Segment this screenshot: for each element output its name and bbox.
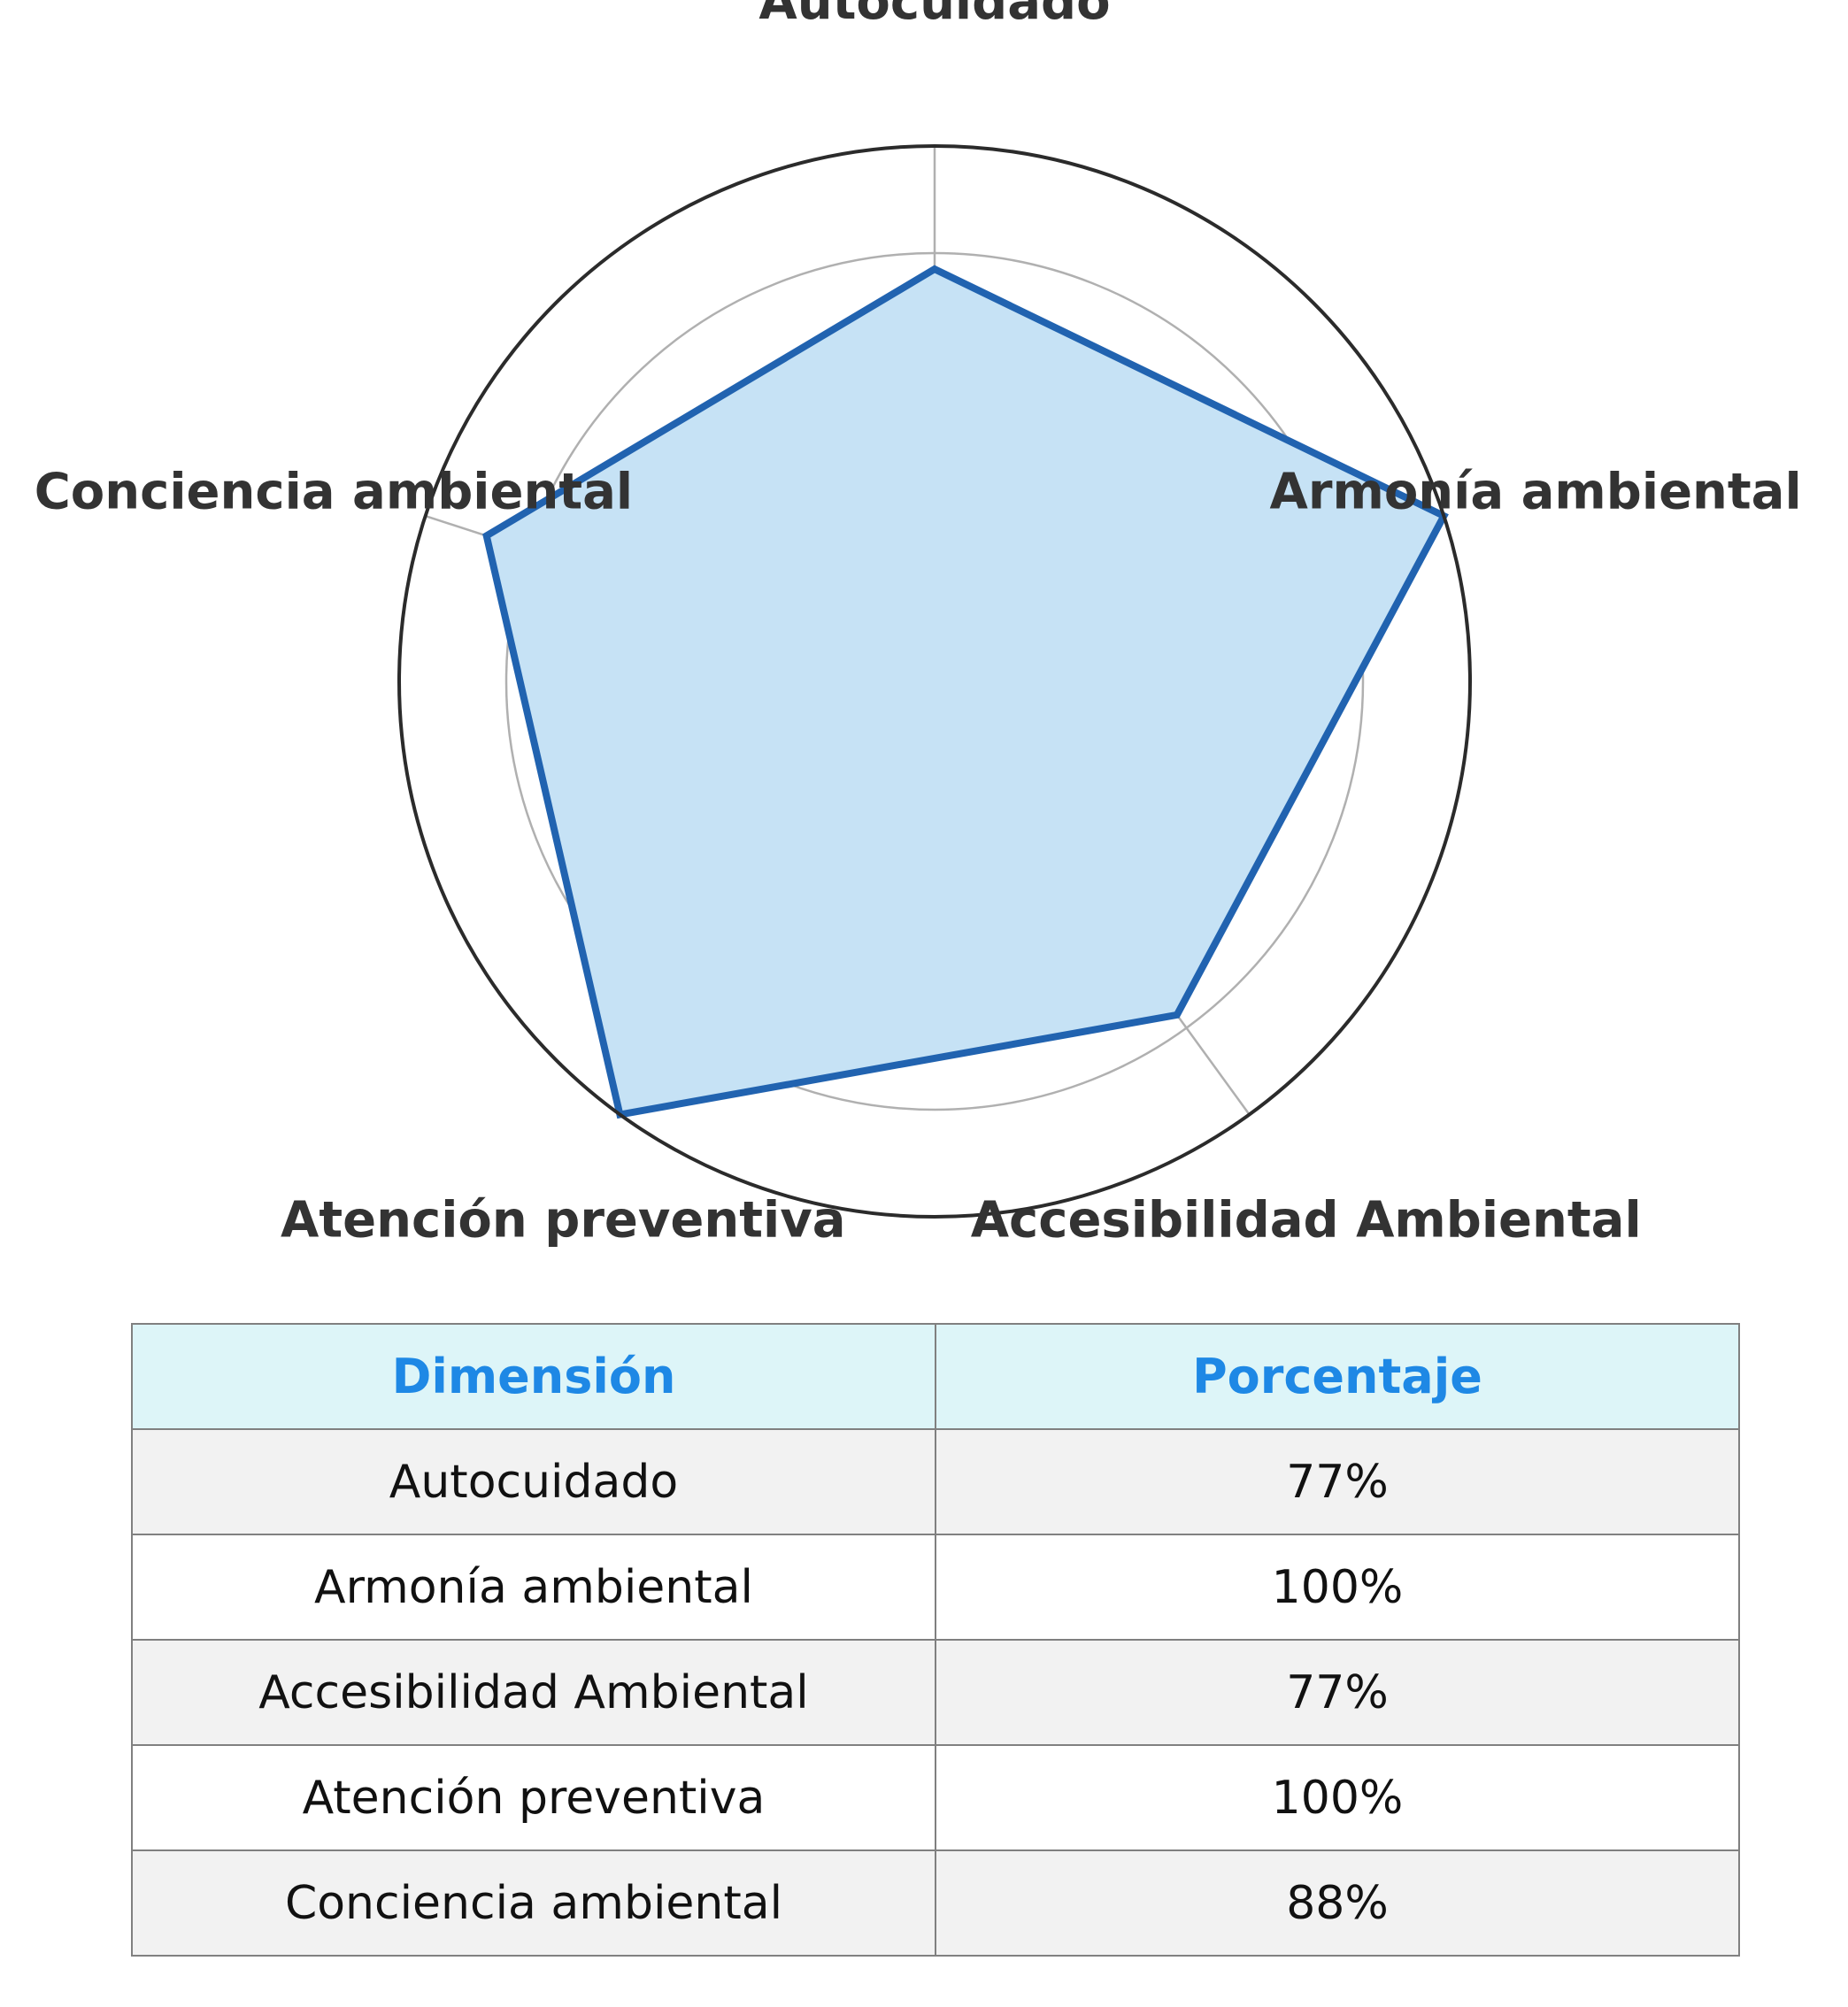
table-header-row: Dimensión Porcentaje	[131, 1323, 1740, 1430]
axis-label-3: Accesibilidad Ambiental	[971, 1192, 1642, 1250]
cell-percentage: 100%	[935, 1744, 1740, 1851]
series-line	[482, 265, 1449, 1119]
cell-percentage: 77%	[935, 1639, 1740, 1746]
table-row: Conciencia ambiental 88%	[131, 1849, 1740, 1957]
cell-dimension: Autocuidado	[131, 1428, 936, 1535]
cell-dimension: Atención preventiva	[131, 1744, 936, 1851]
radar-chart: Autocuidado Armonía ambiental Accesibilida…	[35, 0, 1802, 1250]
radar-data	[482, 265, 1449, 1119]
axis-label-1: Autocuidado	[758, 0, 1110, 31]
table-row: Armonía ambiental 100%	[131, 1534, 1740, 1641]
axis-label-4: Atención preventiva	[281, 1192, 845, 1250]
table-row: Autocuidado 77%	[131, 1428, 1740, 1535]
cell-dimension: Accesibilidad Ambiental	[131, 1639, 936, 1746]
cell-percentage: 100%	[935, 1534, 1740, 1641]
header-percentage: Porcentaje	[935, 1323, 1740, 1430]
series-area	[486, 269, 1444, 1115]
axis-label-5: Conciencia ambiental	[35, 464, 633, 521]
radar-axis-labels: Autocuidado Armonía ambiental Accesibilida…	[35, 0, 1802, 1250]
dimension-table: Dimensión Porcentaje Autocuidado 77% Arm…	[131, 1323, 1740, 1957]
radar-outer-circle	[397, 144, 1472, 1219]
axis-label-2: Armonía ambiental	[1270, 464, 1802, 521]
cell-dimension: Conciencia ambiental	[131, 1849, 936, 1957]
table-row: Accesibilidad Ambiental 77%	[131, 1639, 1740, 1746]
header-dimension: Dimensión	[131, 1323, 936, 1430]
table-row: Atención preventiva 100%	[131, 1744, 1740, 1851]
cell-percentage: 88%	[935, 1849, 1740, 1957]
cell-percentage: 77%	[935, 1428, 1740, 1535]
cell-dimension: Armonía ambiental	[131, 1534, 936, 1641]
